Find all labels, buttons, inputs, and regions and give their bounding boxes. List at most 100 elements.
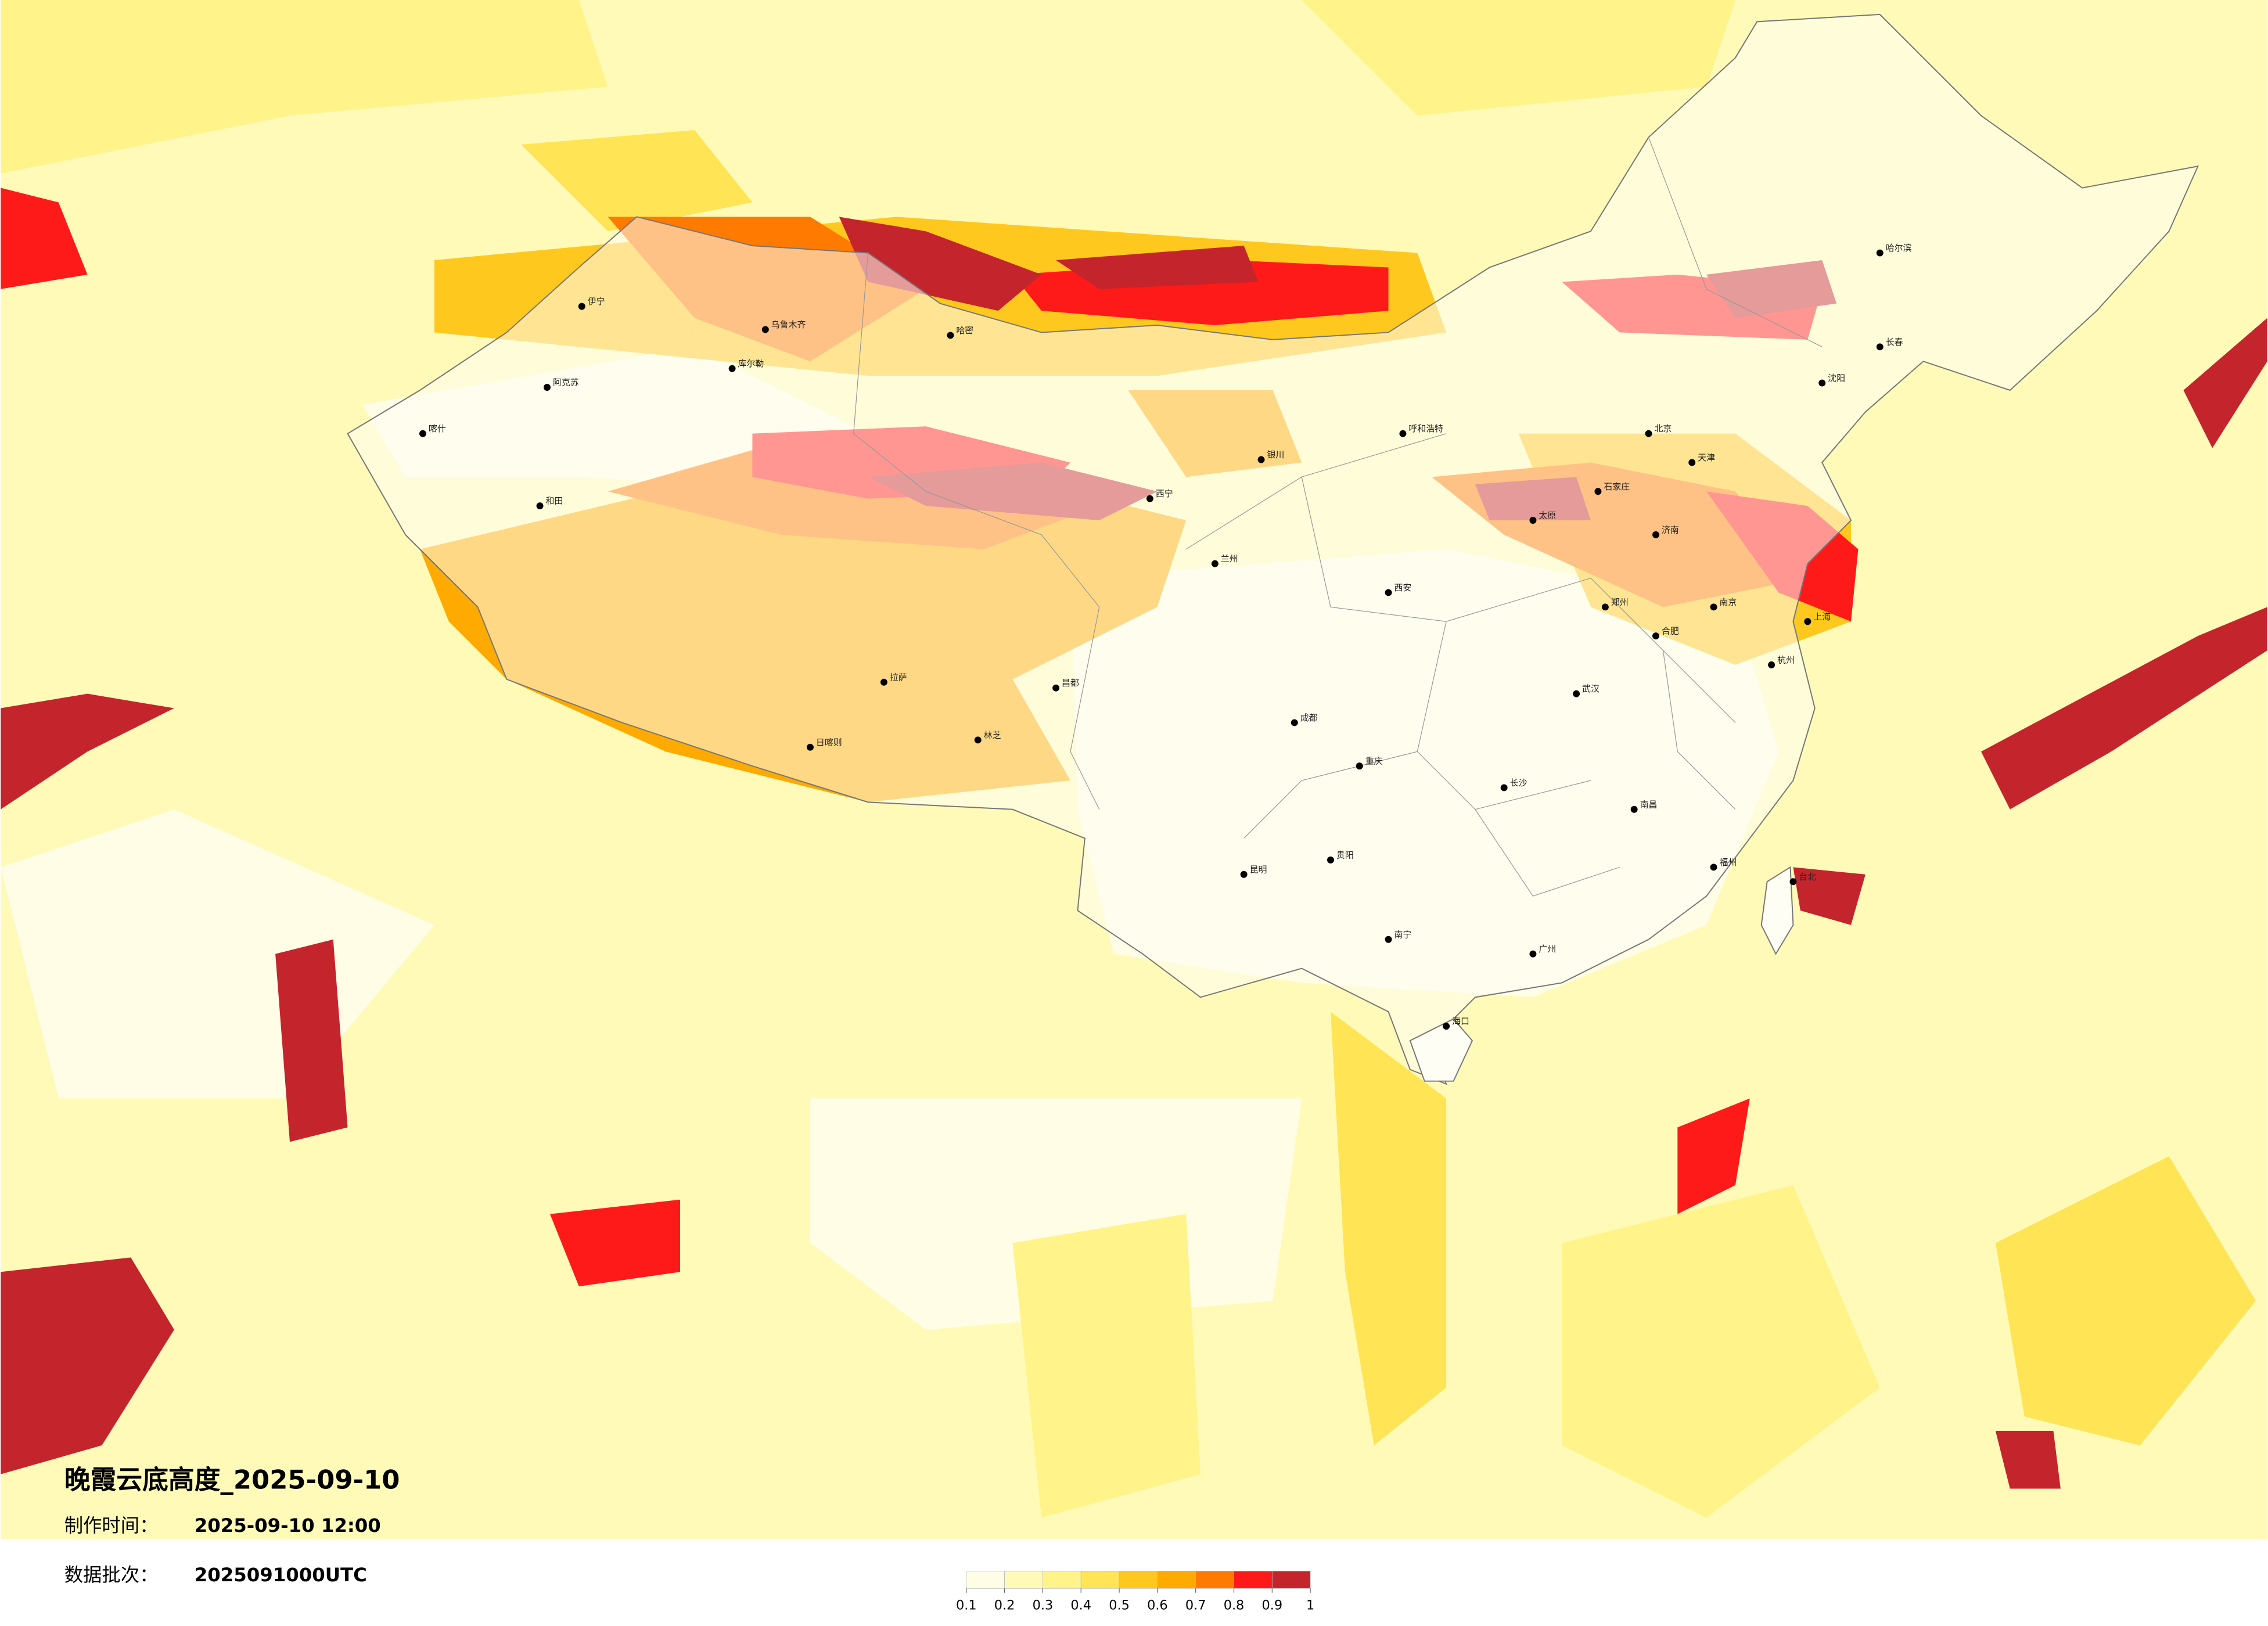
cloud-area	[1330, 1012, 1447, 1445]
city-label: 昆明	[1250, 864, 1267, 875]
city-dot	[1443, 1023, 1450, 1030]
city-label: 阿克苏	[553, 377, 579, 388]
city-dot	[1529, 950, 1537, 958]
colorbar-tick-label: 0.3	[1033, 1598, 1054, 1613]
city-label: 日喀则	[816, 737, 842, 747]
city-dot	[1710, 603, 1717, 611]
city-dot	[544, 384, 551, 391]
colorbar-tick-label: 1	[1306, 1598, 1314, 1613]
city-dot	[947, 332, 954, 339]
city-dot	[1652, 632, 1659, 640]
city-label: 济南	[1662, 524, 1679, 535]
made-time: 2025-09-10 12:00	[195, 1515, 381, 1537]
colorbar-tick-label: 0.8	[1224, 1598, 1245, 1613]
city-label: 库尔勒	[738, 358, 764, 369]
province-lines	[853, 137, 1823, 897]
cloud-area	[1056, 246, 1259, 289]
city-label: 拉萨	[890, 672, 907, 682]
city-dot	[1876, 343, 1884, 351]
taiwan	[1760, 866, 1794, 955]
city-dot	[1818, 379, 1826, 387]
china-outline	[347, 13, 2199, 1085]
cloud-area	[839, 217, 1042, 311]
colorbar-swatch	[1080, 1571, 1120, 1589]
city-dot	[1804, 618, 1811, 625]
city-dot	[1630, 805, 1638, 813]
city-dot	[1385, 936, 1392, 943]
city-label: 天津	[1698, 452, 1715, 463]
hainan	[1409, 1018, 1473, 1082]
colorbar-tick-label: 0.5	[1109, 1598, 1130, 1613]
city-label: 西宁	[1156, 488, 1173, 499]
colorbar-swatch	[966, 1571, 1005, 1589]
city-label: 呼和浩特	[1408, 423, 1443, 434]
cloud-area	[1562, 1185, 1880, 1518]
colorbar-swatch	[1119, 1571, 1158, 1589]
city-label: 南昌	[1640, 799, 1658, 810]
colorbar: 0.1 0.2 0.3 0.4 0.5 0.6 0.7 0.8 0.9 1	[956, 1571, 1314, 1613]
colorbar-tick-label: 0.9	[1262, 1598, 1283, 1613]
city-dot	[1688, 459, 1696, 466]
colorbar-tick-label: 0.2	[994, 1598, 1015, 1613]
city-dot	[728, 365, 736, 372]
colorbar-swatch	[1157, 1571, 1196, 1589]
cloud-area	[1, 188, 88, 289]
city-dot	[1876, 249, 1884, 257]
city-label: 太原	[1539, 510, 1556, 521]
batch-label: 数据批次：	[64, 1564, 159, 1586]
cloud-area	[1995, 1156, 2256, 1445]
cloud-area	[1995, 1431, 2061, 1489]
colorbar-tick-label: 0.6	[1147, 1598, 1168, 1613]
colorbar-tick-label: 0.1	[956, 1598, 977, 1613]
city-label: 武汉	[1582, 684, 1600, 694]
city-dot	[880, 678, 887, 686]
city-label: 西安	[1394, 582, 1412, 593]
city-label: 石家庄	[1604, 481, 1630, 492]
batch: 2025091000UTC	[195, 1564, 367, 1586]
city-dot	[1573, 690, 1580, 697]
made-label: 制作时间：	[64, 1515, 159, 1537]
city-label: 台北	[1799, 872, 1816, 882]
cloud-area	[2183, 318, 2267, 448]
colorbar-swatch	[1004, 1571, 1043, 1589]
city-dot	[1052, 684, 1060, 692]
city-dot	[1789, 878, 1797, 886]
colorbar-tick-label: 0.4	[1070, 1598, 1091, 1613]
city-label: 林芝	[984, 730, 1001, 740]
city-dot	[1257, 456, 1265, 463]
colorbar-tick-label: 0.7	[1185, 1598, 1206, 1613]
city-label: 和田	[546, 496, 563, 506]
city-label: 伊宁	[588, 296, 605, 307]
city-dot	[578, 303, 585, 310]
city-dot	[536, 502, 544, 510]
cloud-area	[275, 939, 348, 1142]
city-dot	[1211, 560, 1219, 567]
city-dot	[1291, 719, 1298, 726]
borders	[347, 13, 2199, 1085]
city-dot	[761, 326, 769, 333]
city-dot	[1399, 430, 1407, 437]
cloud-area	[1, 693, 174, 810]
city-label: 海口	[1452, 1016, 1469, 1027]
cloud-area	[1012, 1214, 1201, 1518]
map-title: 晚霞云底高度_2025-09-10	[64, 1465, 400, 1495]
city-label: 哈密	[956, 325, 973, 336]
city-dot	[419, 430, 426, 437]
city-label: 上海	[1813, 611, 1831, 622]
cloud-area	[1302, 0, 1735, 116]
city-label: 长春	[1886, 337, 1903, 347]
city-label: 哈尔滨	[1886, 243, 1912, 253]
cloud-area	[1, 1257, 174, 1474]
cloud-area	[549, 1199, 680, 1287]
city-dot	[1768, 661, 1775, 668]
city-dot	[1594, 488, 1602, 495]
city-label: 银川	[1267, 449, 1284, 460]
city-dot	[1240, 870, 1248, 878]
city-dot	[1601, 603, 1609, 611]
city-dot	[974, 736, 982, 744]
colorbar-swatch	[1234, 1571, 1273, 1589]
city-dot	[1356, 762, 1363, 770]
city-dot	[1385, 589, 1392, 596]
